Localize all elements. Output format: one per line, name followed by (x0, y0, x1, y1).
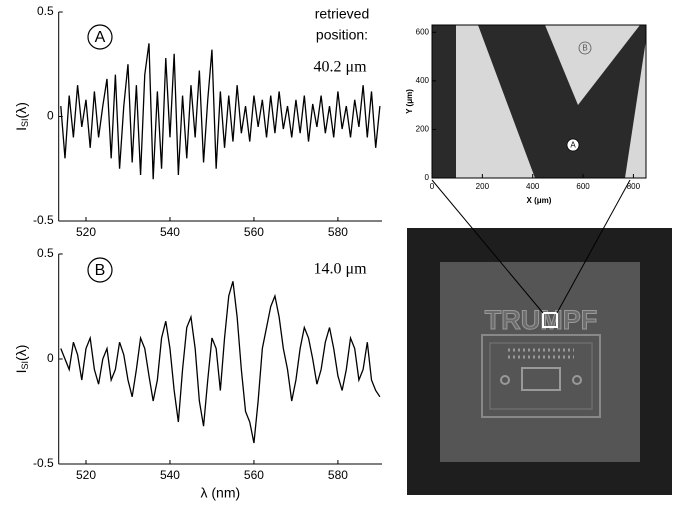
y-tick-label: 600 (416, 27, 430, 36)
y-tick-label: 0 (47, 109, 54, 123)
signal-line (60, 281, 381, 444)
region-label: A (570, 141, 576, 150)
photo-logo: TRUMPF (485, 305, 597, 335)
photo-gauge (521, 367, 561, 391)
annotation: position: (316, 27, 368, 43)
region-circle (578, 41, 592, 55)
photo-dot (500, 375, 510, 385)
annotation: 14.0 μm (313, 261, 367, 278)
panel-marker: B (95, 262, 106, 279)
y-label-main: I (13, 127, 29, 131)
x-tick-label: 560 (244, 468, 264, 482)
x-tick-label: 580 (328, 468, 348, 482)
signal-line (60, 43, 381, 180)
y-label-tail: (λ) (13, 102, 29, 118)
panel-marker-circle (87, 24, 113, 50)
x-tick-label: 560 (244, 225, 264, 239)
y-label-tail: (λ) (13, 345, 29, 361)
panel-marker-circle (87, 257, 113, 283)
y-axis-label: ISI(λ) (13, 102, 31, 131)
x-tick-label: 0 (430, 182, 435, 191)
x-axis-label: λ (nm) (201, 485, 241, 501)
x-tick-label: 540 (160, 225, 180, 239)
photo-chip (440, 262, 640, 462)
y-label-sub: SI (20, 118, 30, 127)
x-tick-label: 540 (160, 468, 180, 482)
x-axis-label: X (μm) (527, 196, 552, 205)
annotation: 40.2 μm (313, 59, 367, 76)
y-axis-label: Y (μm) (405, 89, 414, 114)
x-tick-label: 580 (328, 225, 348, 239)
map-frame (431, 24, 647, 179)
photo-dot (572, 375, 582, 385)
x-tick-label: 200 (476, 182, 490, 191)
zoom-box (542, 312, 558, 328)
y-label-sub: SI (20, 361, 30, 370)
region-circle (566, 138, 580, 152)
zoom-line (556, 179, 631, 314)
y-label-main: I (13, 369, 29, 373)
map-dark-v (478, 25, 646, 178)
panel-marker: A (95, 29, 106, 46)
y-tick-label: 0.5 (37, 246, 54, 260)
y-tick-label: -0.5 (33, 213, 54, 227)
map-dark-strip (432, 25, 456, 178)
x-tick-label: 600 (576, 182, 590, 191)
y-tick-label: 400 (416, 76, 430, 85)
photo-frame (489, 342, 593, 410)
x-tick-label: 800 (627, 182, 641, 191)
y-tick-label: 200 (416, 125, 430, 134)
annotation: retrieved (315, 6, 369, 22)
zoom-line (431, 179, 544, 314)
x-tick-label: 400 (526, 182, 540, 191)
y-axis-label: ISI(λ) (13, 345, 31, 374)
y-tick-label: 0 (425, 173, 430, 182)
region-label: B (582, 44, 587, 53)
photo-frame (481, 334, 601, 418)
x-tick-label: 520 (76, 225, 96, 239)
y-tick-label: -0.5 (33, 456, 54, 470)
x-tick-label: 520 (76, 468, 96, 482)
y-tick-label: 0.5 (37, 4, 54, 18)
y-tick-label: 0 (47, 351, 54, 365)
